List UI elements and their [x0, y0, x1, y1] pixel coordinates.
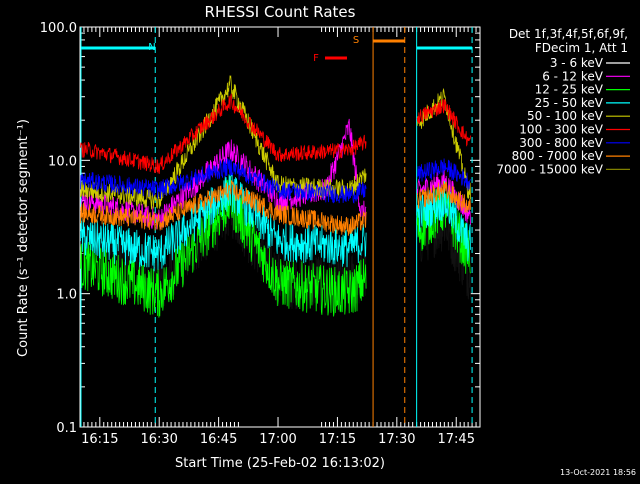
- x-tick-label: 17:15: [319, 432, 356, 447]
- legend-header-line-1: Det 1f,3f,4f,5f,6f,9f,: [509, 27, 628, 41]
- legend-label-25-50-kev: 25 - 50 keV: [535, 96, 604, 110]
- legend-header-line-2: FDecim 1, Att 1: [535, 41, 628, 55]
- legend-label-800-7000-kev: 800 - 7000 keV: [512, 149, 604, 163]
- chart-title: RHESSI Count Rates: [205, 3, 356, 21]
- series-line-25-50-kev: [80, 172, 471, 272]
- x-tick-label: 16:45: [200, 432, 237, 447]
- x-tick-label: 16:15: [81, 432, 118, 447]
- x-tick-label: 16:30: [140, 432, 177, 447]
- plot-frame: [79, 26, 481, 428]
- series-line-300-800-kev: [80, 158, 471, 204]
- legend-label-100-300-kev: 100 - 300 keV: [519, 123, 603, 137]
- y-tick-label: 10.0: [48, 154, 77, 169]
- annotation-f: F: [313, 53, 319, 64]
- y-tick-label: 100.0: [40, 21, 77, 36]
- annotation-s: S: [353, 35, 359, 46]
- footer-timestamp: 13-Oct-2021 18:56: [560, 468, 636, 477]
- plot-layer: 0.1 1.0 10.0 100.0 16:15 16:30 16:45 17:00 17:15…: [40, 21, 481, 447]
- legend-label-7000-15000-kev: 7000 - 15000 keV: [496, 162, 603, 176]
- y-tick-label: 1.0: [56, 288, 77, 303]
- x-tick-label: 17:45: [438, 432, 475, 447]
- legend-label-12-25-kev: 12 - 25 keV: [535, 83, 604, 97]
- legend-label-50-100-kev: 50 - 100 keV: [527, 109, 604, 123]
- x-tick-label: 17:00: [259, 432, 296, 447]
- y-axis-label: Count Rate (s⁻¹ detector segment⁻¹): [16, 119, 31, 357]
- series-line-100-300-kev: [80, 93, 471, 174]
- legend-label-300-800-kev: 300 - 800 keV: [519, 136, 603, 150]
- y-tick-label: 0.1: [56, 421, 77, 436]
- legend-label-6-12-kev: 6 - 12 keV: [542, 69, 604, 83]
- legend-label-3-6-kev: 3 - 6 keV: [550, 56, 604, 70]
- annotation-n: N: [148, 42, 155, 53]
- legend: Det 1f,3f,4f,5f,6f,9f, FDecim 1, Att 1 3…: [496, 27, 630, 176]
- x-tick-label: 17:30: [378, 432, 415, 447]
- x-axis-label: Start Time (25-Feb-02 16:13:02): [175, 456, 385, 471]
- series-line-800-7000-kev: [80, 180, 471, 236]
